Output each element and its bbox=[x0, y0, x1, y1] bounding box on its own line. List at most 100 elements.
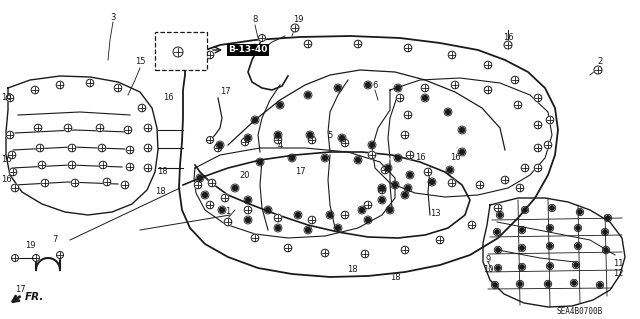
Circle shape bbox=[278, 102, 282, 108]
Circle shape bbox=[576, 226, 580, 230]
Circle shape bbox=[380, 197, 385, 203]
Circle shape bbox=[126, 146, 134, 154]
Circle shape bbox=[64, 124, 72, 132]
Circle shape bbox=[534, 144, 542, 152]
Text: 16: 16 bbox=[415, 153, 426, 162]
Circle shape bbox=[403, 192, 408, 197]
Circle shape bbox=[378, 186, 386, 194]
Circle shape bbox=[98, 144, 106, 152]
Text: 11: 11 bbox=[612, 258, 623, 268]
Text: FR.: FR. bbox=[25, 292, 44, 302]
Circle shape bbox=[534, 164, 542, 172]
Circle shape bbox=[521, 164, 529, 172]
Circle shape bbox=[365, 83, 371, 87]
Polygon shape bbox=[6, 76, 158, 215]
Circle shape bbox=[275, 132, 280, 137]
Circle shape bbox=[401, 131, 409, 139]
Circle shape bbox=[221, 194, 229, 202]
Circle shape bbox=[194, 181, 202, 189]
Circle shape bbox=[214, 144, 222, 152]
Circle shape bbox=[381, 166, 389, 174]
Circle shape bbox=[206, 201, 214, 209]
Text: 2: 2 bbox=[597, 57, 603, 66]
Circle shape bbox=[38, 161, 46, 169]
Text: 15: 15 bbox=[135, 57, 145, 66]
Text: 16: 16 bbox=[1, 155, 12, 165]
Text: 18: 18 bbox=[157, 167, 167, 176]
Circle shape bbox=[144, 144, 152, 152]
Circle shape bbox=[246, 218, 250, 222]
Text: 19: 19 bbox=[292, 16, 303, 25]
Circle shape bbox=[335, 226, 340, 231]
Text: 17: 17 bbox=[220, 87, 230, 97]
Circle shape bbox=[56, 81, 64, 89]
Circle shape bbox=[484, 86, 492, 94]
Circle shape bbox=[518, 282, 522, 286]
Circle shape bbox=[448, 51, 456, 59]
Circle shape bbox=[251, 234, 259, 242]
Circle shape bbox=[198, 175, 202, 181]
Text: 17: 17 bbox=[15, 286, 26, 294]
Circle shape bbox=[385, 166, 390, 170]
Circle shape bbox=[304, 40, 312, 48]
Circle shape bbox=[594, 66, 602, 74]
Circle shape bbox=[468, 221, 476, 229]
Bar bbox=[155, 32, 207, 70]
Circle shape bbox=[12, 255, 19, 262]
Circle shape bbox=[548, 244, 552, 248]
Circle shape bbox=[445, 109, 451, 115]
Circle shape bbox=[68, 144, 76, 152]
Circle shape bbox=[335, 85, 340, 91]
Circle shape bbox=[516, 184, 524, 192]
Text: 12: 12 bbox=[612, 270, 623, 278]
Circle shape bbox=[578, 210, 582, 214]
Circle shape bbox=[406, 186, 410, 190]
Circle shape bbox=[321, 249, 329, 257]
Circle shape bbox=[266, 207, 271, 212]
Circle shape bbox=[138, 104, 146, 112]
Text: 13: 13 bbox=[429, 209, 440, 218]
Circle shape bbox=[6, 131, 14, 139]
Text: 7: 7 bbox=[52, 235, 58, 244]
Circle shape bbox=[380, 186, 385, 190]
Circle shape bbox=[354, 40, 362, 48]
Circle shape bbox=[396, 85, 401, 91]
Circle shape bbox=[364, 201, 372, 209]
Circle shape bbox=[8, 151, 16, 159]
Circle shape bbox=[328, 212, 333, 218]
Circle shape bbox=[284, 244, 292, 252]
Circle shape bbox=[207, 137, 214, 144]
Circle shape bbox=[305, 93, 310, 98]
Text: B-13-40: B-13-40 bbox=[228, 46, 268, 55]
Circle shape bbox=[495, 230, 499, 234]
Circle shape bbox=[598, 283, 602, 287]
Circle shape bbox=[361, 250, 369, 258]
Circle shape bbox=[404, 44, 412, 52]
Circle shape bbox=[220, 207, 225, 212]
Circle shape bbox=[257, 160, 262, 165]
Circle shape bbox=[144, 124, 152, 132]
Circle shape bbox=[424, 168, 432, 176]
Circle shape bbox=[289, 155, 294, 160]
Circle shape bbox=[392, 182, 397, 188]
Polygon shape bbox=[179, 36, 558, 277]
Circle shape bbox=[36, 144, 44, 152]
Text: 3: 3 bbox=[110, 12, 116, 21]
Text: SEA4B0700B: SEA4B0700B bbox=[557, 308, 603, 316]
Circle shape bbox=[421, 84, 429, 92]
Circle shape bbox=[308, 136, 316, 144]
Circle shape bbox=[11, 184, 19, 192]
Circle shape bbox=[206, 51, 214, 59]
Circle shape bbox=[504, 41, 512, 49]
Circle shape bbox=[401, 246, 409, 254]
Text: 18: 18 bbox=[390, 273, 400, 283]
Circle shape bbox=[246, 136, 250, 140]
Circle shape bbox=[274, 214, 282, 222]
Circle shape bbox=[550, 206, 554, 210]
Circle shape bbox=[604, 248, 608, 252]
Circle shape bbox=[121, 181, 129, 189]
Circle shape bbox=[307, 132, 312, 137]
Text: 9: 9 bbox=[485, 256, 491, 264]
Circle shape bbox=[546, 282, 550, 286]
Circle shape bbox=[484, 61, 492, 69]
